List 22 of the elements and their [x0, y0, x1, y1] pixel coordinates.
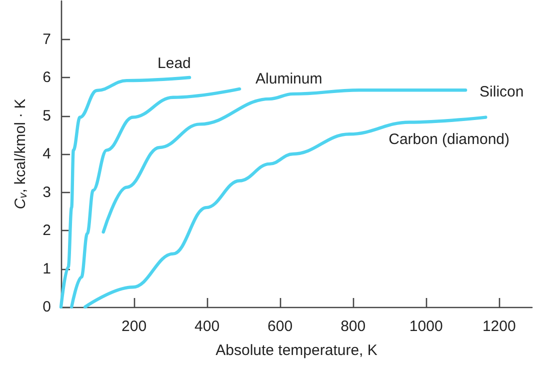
y-tick-label: 1: [42, 260, 51, 278]
x-tick-label: 1000: [409, 318, 443, 335]
series-label: Aluminum: [256, 70, 322, 88]
y-tick-label: 4: [42, 146, 51, 162]
line-series: [70, 87, 242, 309]
y-axis-title: Cv, kcal/kmol · K: [12, 98, 30, 210]
y-tick-label: 6: [42, 69, 51, 86]
y-tick-label: 3: [42, 184, 51, 201]
series-label: Carbon (diamond): [388, 130, 510, 148]
y-tick-label: 5: [42, 107, 51, 124]
series-label: Silicon: [480, 84, 524, 101]
x-tick-label: 400: [194, 318, 220, 335]
y-tick-label: 7: [42, 30, 51, 48]
x-tick-label: 1200: [482, 318, 516, 335]
x-tick-label: 200: [122, 318, 147, 335]
series-label: Lead: [158, 55, 191, 72]
x-axis-title: Absolute temperature, K: [216, 342, 378, 359]
y-tick-label: 0: [42, 298, 51, 316]
x-tick-label: 600: [268, 318, 293, 335]
y-tick-label: 2: [42, 222, 51, 239]
x-tick-label: 800: [340, 318, 366, 335]
line-series: [59, 76, 192, 309]
